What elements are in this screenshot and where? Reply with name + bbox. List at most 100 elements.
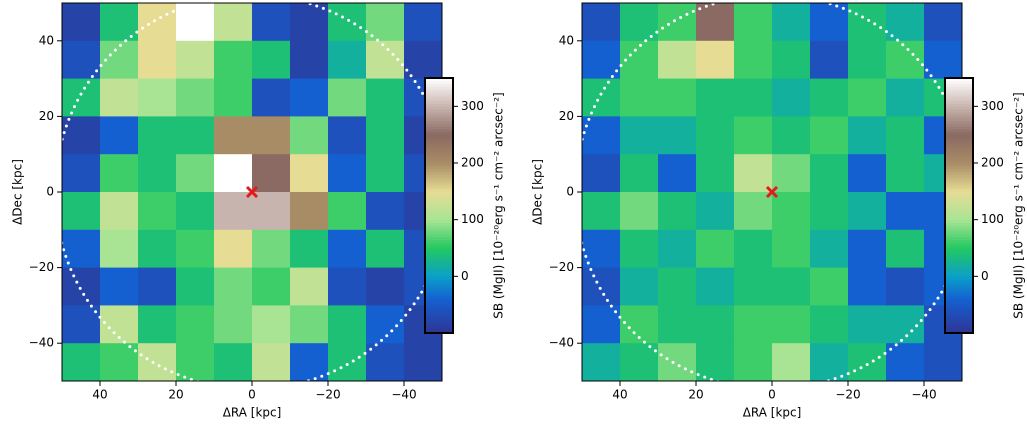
heatmap-cell [734, 305, 773, 344]
heatmap-cell [62, 267, 101, 306]
colorbar-band [945, 287, 973, 291]
heatmap-cell [772, 40, 811, 80]
heatmap-cell [658, 154, 697, 193]
heatmap-cell [696, 154, 735, 193]
colorbar-band [945, 256, 973, 260]
colorbar-band [945, 321, 973, 325]
heatmap-cell [290, 78, 329, 117]
heatmap-cell [214, 40, 253, 80]
colorbar-tick-label: 100 [981, 212, 1004, 226]
heatmap-cell [138, 116, 177, 155]
heatmap-cell [252, 116, 291, 155]
colorbar-band [945, 188, 973, 192]
heatmap-cell [62, 3, 101, 42]
heatmap-cell [582, 267, 621, 306]
colorbar-band [945, 157, 973, 161]
colorbar-band [425, 177, 453, 181]
colorbar-band [945, 197, 973, 201]
heatmap-cell [62, 343, 101, 382]
heatmap-cell [734, 116, 773, 155]
heatmap-cell [252, 3, 291, 42]
colorbar-band [425, 117, 453, 121]
colorbar-band [425, 97, 453, 102]
colorbar-band [945, 242, 973, 246]
heatmap-cell [328, 3, 367, 42]
colorbar-band [945, 120, 973, 124]
colorbar-band [945, 236, 973, 240]
heatmap-cell [696, 40, 735, 80]
colorbar-band [945, 310, 973, 314]
heatmap-cell [404, 3, 443, 42]
heatmap-cell [772, 229, 811, 269]
heatmap-cell [290, 154, 329, 193]
colorbar-band [425, 265, 453, 269]
colorbar-band [425, 259, 453, 263]
colorbar-band [945, 318, 973, 323]
colorbar-band [945, 194, 973, 198]
colorbar-band [425, 182, 453, 187]
heatmap-cell [582, 192, 621, 231]
heatmap-cell [696, 343, 735, 382]
heatmap-cell [696, 192, 735, 231]
colorbar-band [425, 185, 453, 189]
y-tick-label: −20 [549, 260, 574, 274]
colorbar-band [945, 265, 973, 269]
colorbar-band [425, 95, 453, 99]
heatmap-cell [328, 267, 367, 306]
heatmap-cell [176, 116, 215, 155]
y-tick-label: 0 [46, 185, 54, 199]
colorbar-band [425, 239, 453, 243]
heatmap-cell [214, 229, 253, 269]
center-marker [765, 185, 779, 199]
colorbar-band [425, 299, 453, 303]
colorbar-band [945, 129, 973, 133]
heatmap-cell [924, 40, 963, 80]
colorbar-band [945, 143, 973, 147]
heatmap-cell [290, 267, 329, 306]
colorbar-band [425, 228, 453, 232]
colorbar-band [945, 267, 973, 272]
heatmap-cell [328, 343, 367, 382]
colorbar-tick-label: 300 [981, 99, 1004, 113]
heatmap-cell [328, 40, 367, 80]
heatmap-cell [252, 267, 291, 306]
heatmap-cell [62, 192, 101, 231]
colorbar-band [945, 239, 973, 243]
colorbar-band [945, 180, 973, 184]
colorbar-band [425, 160, 453, 164]
heatmap-cell [176, 40, 215, 80]
colorbar-band [945, 245, 973, 249]
colorbar-band [945, 222, 973, 226]
colorbar-band [425, 225, 453, 229]
heatmap-cell [176, 3, 215, 42]
heatmap-cell [848, 3, 887, 42]
heatmap-cell [810, 116, 849, 155]
heatmap-cell [214, 192, 253, 231]
colorbar-band [945, 100, 973, 104]
colorbar-band [945, 109, 973, 113]
colorbar-band [945, 114, 973, 119]
heatmap-cell [366, 192, 405, 231]
colorbar-band [425, 310, 453, 314]
x-tick-label: 20 [688, 388, 703, 402]
colorbar-band [425, 151, 453, 155]
heatmap-cell [772, 305, 811, 344]
colorbar-band [425, 327, 453, 331]
heatmap-cell [176, 192, 215, 231]
heatmap-cell [328, 229, 367, 269]
colorbar-band [425, 103, 453, 107]
colorbar-band [425, 304, 453, 308]
colorbar-band [425, 287, 453, 291]
heatmap-cell [138, 154, 177, 193]
heatmap-cell [582, 3, 621, 42]
colorbar-band [945, 307, 973, 311]
colorbar-band [425, 233, 453, 238]
heatmap-cell [176, 305, 215, 344]
colorbar-band [425, 279, 453, 283]
colorbar-band [945, 253, 973, 257]
colorbar-band [425, 245, 453, 249]
colorbar-band [425, 284, 453, 289]
heatmap-cell [214, 116, 253, 155]
colorbar-band [425, 168, 453, 172]
x-axis-label: ΔRA [kpc] [743, 406, 802, 420]
